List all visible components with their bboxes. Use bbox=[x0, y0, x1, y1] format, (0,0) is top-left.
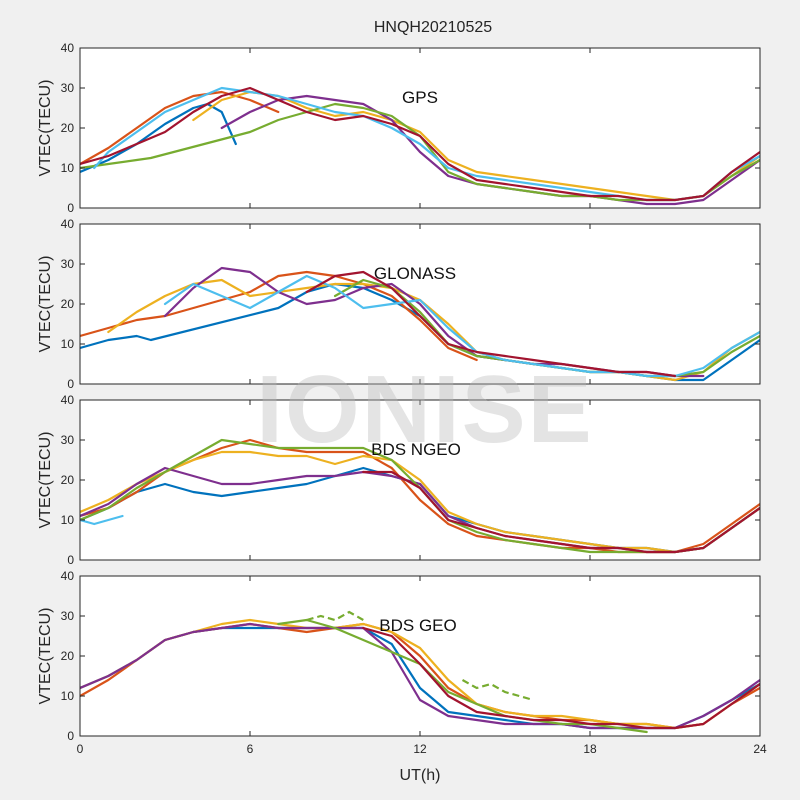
series-line-6 bbox=[362, 626, 760, 730]
y-tick-label: 10 bbox=[61, 513, 75, 527]
dashed-segment-2 bbox=[461, 679, 534, 702]
panel-label: BDS NGEO bbox=[371, 440, 461, 459]
series-line-7 bbox=[80, 86, 760, 202]
series-line-2 bbox=[80, 90, 280, 166]
y-tick-label: 0 bbox=[67, 201, 74, 215]
y-axis-label: VTEC(TECU) bbox=[37, 256, 54, 353]
subplot-4: 0 10 20 30 40 0 6 12 18 24 BDS GEO VTEC(TECU) bbox=[37, 569, 767, 756]
series-line-2 bbox=[80, 270, 478, 362]
panel-label: GPS bbox=[402, 88, 438, 107]
panel-label: BDS GEO bbox=[379, 616, 456, 635]
series-line-1 bbox=[80, 102, 237, 174]
y-tick-label: 40 bbox=[61, 41, 75, 55]
y-tick-label: 40 bbox=[61, 217, 75, 231]
series-group bbox=[80, 86, 760, 206]
y-tick-label: 20 bbox=[61, 473, 75, 487]
x-tick-label: 12 bbox=[413, 742, 427, 756]
series-line-3 bbox=[107, 278, 760, 382]
series-line-7 bbox=[305, 270, 677, 378]
subplot-3: 0 10 20 30 40 BDS NGEO VTEC(TECU) bbox=[37, 393, 761, 567]
y-tick-label: 20 bbox=[61, 121, 75, 135]
y-tick-label: 20 bbox=[61, 297, 75, 311]
x-tick-label: 6 bbox=[247, 742, 254, 756]
y-tick-label: 30 bbox=[61, 609, 75, 623]
subplot-group: 0 10 20 30 40 GPS VTEC(TECU) 0 10 20 30 40 GLONASS VT… bbox=[37, 41, 767, 756]
y-axis-label: VTEC(TECU) bbox=[37, 432, 54, 529]
y-axis-label: VTEC(TECU) bbox=[37, 80, 54, 177]
panel-label: GLONASS bbox=[374, 264, 456, 283]
series-group bbox=[80, 610, 760, 734]
y-tick-label: 0 bbox=[67, 377, 74, 391]
axes-background bbox=[80, 48, 760, 208]
y-tick-label: 10 bbox=[61, 161, 75, 175]
subplot-1: 0 10 20 30 40 GPS VTEC(TECU) bbox=[37, 41, 761, 215]
series-line-6 bbox=[163, 274, 760, 378]
y-axis-label: VTEC(TECU) bbox=[37, 608, 54, 705]
y-tick-label: 10 bbox=[61, 337, 75, 351]
x-tick-label: 24 bbox=[753, 742, 767, 756]
series-line-3 bbox=[80, 450, 760, 554]
y-tick-label: 0 bbox=[67, 729, 74, 743]
x-tick-label: 18 bbox=[583, 742, 597, 756]
x-tick-label: 0 bbox=[77, 742, 84, 756]
subplot-2: 0 10 20 30 40 GLONASS VTEC(TECU) bbox=[37, 217, 761, 391]
series-group bbox=[80, 438, 760, 554]
series-line-7 bbox=[362, 470, 760, 554]
series-line-6 bbox=[80, 514, 124, 526]
series-group bbox=[80, 266, 760, 382]
series-line-3 bbox=[192, 90, 760, 202]
y-tick-label: 30 bbox=[61, 81, 75, 95]
y-tick-label: 30 bbox=[61, 257, 75, 271]
y-tick-label: 40 bbox=[61, 393, 75, 407]
figure-title: HNQH20210525 bbox=[374, 19, 492, 36]
y-tick-label: 0 bbox=[67, 553, 74, 567]
x-axis-label: UT(h) bbox=[400, 767, 441, 784]
y-tick-label: 20 bbox=[61, 649, 75, 663]
y-tick-label: 10 bbox=[61, 689, 75, 703]
y-tick-label: 40 bbox=[61, 569, 75, 583]
y-tick-label: 30 bbox=[61, 433, 75, 447]
